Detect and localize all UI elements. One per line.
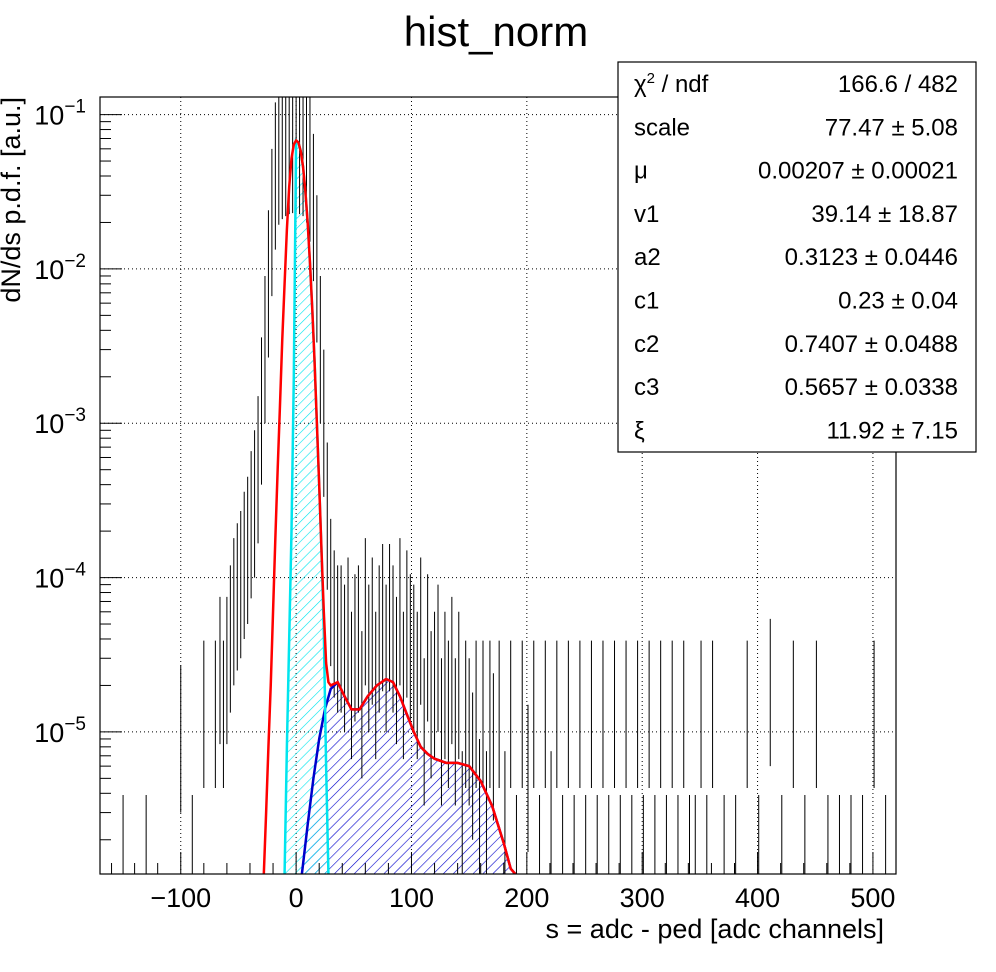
stat-value: 0.23 ± 0.04 [838,288,958,315]
chart-title: hist_norm [404,8,588,55]
total-fit-curve [262,138,517,874]
x-tick-label: 200 [504,883,549,913]
y-tick-label: 10−5 [34,714,86,748]
stat-value: 166.6 / 482 [838,71,958,98]
stat-value: 77.47 ± 5.08 [825,114,958,141]
stat-value: 11.92 ± 7.15 [827,417,959,444]
fit-statistics-box: χ2 / ndf 166.6 / 482 scale 77.47 ± 5.08 μ 0.0… [617,61,977,453]
stat-name: a2 [634,244,661,271]
stat-value: 39.14 ± 18.87 [811,201,958,228]
stat-value: 0.5657 ± 0.0338 [785,374,958,401]
stat-name: scale [634,114,690,141]
stat-name: χ2 / ndf [634,70,709,98]
stat-name: v1 [634,201,659,228]
stat-value: 0.00207 ± 0.00021 [758,158,958,185]
x-tick-label: 300 [620,883,665,913]
stat-name: μ [634,158,648,185]
x-axis-label: s = adc - ped [adc channels] [546,914,884,944]
y-axis: 10−1 10−2 10−3 10−4 10−5 [34,97,122,841]
stat-name: ξ [634,417,645,444]
data-histogram [122,97,887,874]
y-tick-label: 10−3 [34,405,86,439]
y-tick-label: 10−1 [34,97,86,131]
stat-name: c2 [634,331,659,358]
stat-name: c3 [634,374,659,401]
stat-value: 0.3123 ± 0.0446 [785,244,958,271]
stat-value: 0.7407 ± 0.0488 [785,331,958,358]
y-tick-label: 10−2 [34,251,86,285]
y-axis-label: dN/ds p.d.f. [a.u.] [0,97,26,303]
x-tick-label: −100 [150,883,211,913]
x-tick-label: 400 [735,883,780,913]
y-tick-label: 10−4 [34,560,86,594]
x-axis: −100 0 100 200 300 400 500 [111,852,897,913]
fit-curves [262,137,517,874]
x-tick-label: 500 [850,883,895,913]
x-tick-label: 100 [389,883,434,913]
plot-frame [99,96,897,875]
x-tick-label: 0 [289,883,304,913]
stats-box-frame [617,61,977,453]
stat-name: c1 [634,288,659,315]
